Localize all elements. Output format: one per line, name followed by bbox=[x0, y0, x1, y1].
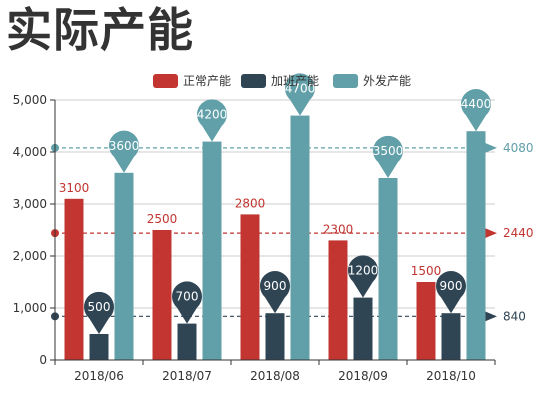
data-label: 4700 bbox=[285, 82, 316, 96]
data-label: 4200 bbox=[197, 108, 228, 122]
average-line-arrow bbox=[485, 142, 497, 153]
bar[interactable] bbox=[290, 115, 310, 360]
data-label: 3100 bbox=[59, 181, 90, 195]
legend-swatch bbox=[241, 74, 266, 88]
x-tick-label: 2018/07 bbox=[162, 369, 212, 383]
bar[interactable] bbox=[328, 240, 348, 360]
bar[interactable] bbox=[353, 297, 373, 360]
x-tick-label: 2018/08 bbox=[250, 369, 300, 383]
y-tick-label: 0 bbox=[39, 353, 47, 367]
legend-label: 正常产能 bbox=[183, 74, 231, 88]
legend[interactable]: 正常产能 加班产能 外发产能 bbox=[153, 73, 411, 88]
y-tick-label: 1,000 bbox=[13, 301, 47, 315]
y-tick-label: 2,000 bbox=[13, 249, 47, 263]
data-label: 3600 bbox=[109, 139, 140, 153]
bar[interactable] bbox=[177, 323, 197, 360]
bar[interactable] bbox=[152, 230, 172, 360]
x-tick-label: 2018/06 bbox=[74, 369, 124, 383]
bar[interactable] bbox=[202, 141, 222, 360]
data-label: 2300 bbox=[323, 222, 354, 236]
page-title: 实际产能 bbox=[6, 3, 194, 57]
y-tick-label: 5,000 bbox=[13, 93, 47, 107]
x-tick-label: 2018/09 bbox=[338, 369, 388, 383]
x-tick-label: 2018/10 bbox=[426, 369, 476, 383]
legend-item[interactable]: 外发产能 bbox=[333, 73, 411, 88]
data-pin-marker bbox=[84, 291, 114, 334]
average-line-label: 840 bbox=[503, 309, 526, 323]
axes: 0 1,000 2,000 3,000 4,000 5,000 2018/06 2018/07… bbox=[13, 93, 496, 383]
data-pin-marker bbox=[284, 73, 315, 116]
legend-label: 加班产能 bbox=[271, 74, 319, 88]
legend-swatch bbox=[153, 74, 178, 88]
data-label: 2800 bbox=[235, 196, 266, 210]
legend-swatch bbox=[333, 74, 358, 88]
data-pin-marker bbox=[260, 271, 290, 314]
data-pin-marker bbox=[373, 135, 403, 178]
legend-item[interactable]: 正常产能 bbox=[153, 74, 231, 88]
data-pin-marker bbox=[197, 99, 227, 142]
data-pin-marker bbox=[348, 255, 378, 298]
bar[interactable] bbox=[378, 178, 398, 360]
data-labels: 3100 2500 2800 2300 1500 500 700 900 1200 900 3600… bbox=[59, 73, 492, 334]
data-label: 4400 bbox=[461, 97, 492, 111]
legend-label: 外发产能 bbox=[363, 73, 411, 88]
bar[interactable] bbox=[416, 282, 436, 360]
average-line-arrow bbox=[485, 311, 497, 322]
data-label: 1200 bbox=[348, 264, 379, 278]
bar[interactable] bbox=[89, 334, 109, 360]
y-tick-label: 4,000 bbox=[13, 145, 47, 159]
y-tick-label: 3,000 bbox=[13, 197, 47, 211]
data-pin-marker bbox=[108, 130, 139, 173]
data-label: 500 bbox=[88, 300, 111, 314]
bar[interactable] bbox=[466, 131, 486, 360]
bar[interactable] bbox=[441, 313, 461, 360]
data-pin-marker bbox=[461, 89, 491, 132]
bar[interactable] bbox=[240, 214, 260, 360]
data-label: 3500 bbox=[373, 144, 404, 158]
bar[interactable] bbox=[114, 172, 134, 360]
bar[interactable] bbox=[265, 313, 285, 360]
data-label: 1500 bbox=[411, 264, 442, 278]
average-line-label: 4080 bbox=[503, 141, 534, 155]
bar[interactable] bbox=[64, 198, 84, 360]
data-label: 700 bbox=[176, 290, 199, 304]
bars bbox=[64, 115, 486, 360]
legend-item[interactable]: 加班产能 bbox=[241, 74, 319, 88]
data-label: 2500 bbox=[147, 212, 178, 226]
data-label: 900 bbox=[264, 279, 287, 293]
data-pin-marker bbox=[172, 281, 203, 324]
average-line-label: 2440 bbox=[503, 226, 534, 240]
data-label: 900 bbox=[440, 279, 463, 293]
data-pin-marker bbox=[436, 271, 466, 314]
average-line-arrow bbox=[485, 228, 497, 239]
